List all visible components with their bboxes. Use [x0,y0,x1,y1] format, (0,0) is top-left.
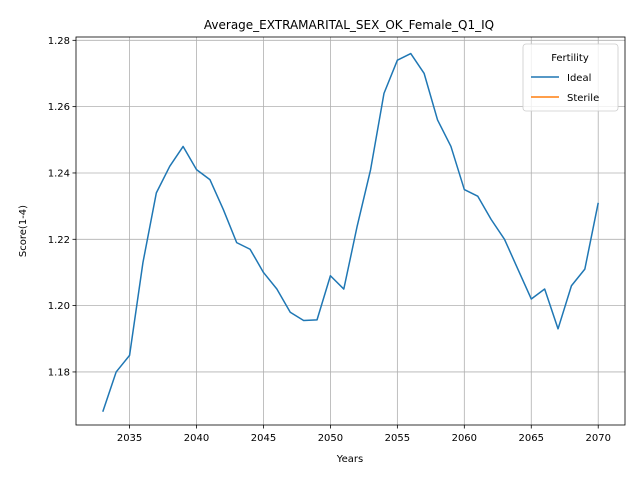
y-tick-label: 1.20 [48,301,70,312]
legend-label-sterile: Sterile [567,93,599,104]
y-tick-label: 1.28 [48,36,70,47]
x-tick-label: 2055 [385,433,410,444]
y-tick-label: 1.26 [48,102,70,113]
x-tick-label: 2045 [251,433,276,444]
legend-box [522,43,619,112]
legend-label-ideal: Ideal [567,73,591,84]
plot-frame [75,36,626,426]
y-tick-label: 1.24 [48,168,70,179]
x-axis-label: Years [336,454,363,465]
x-tick-label: 2035 [117,433,142,444]
x-axis: 2035 2040 2045 2050 2055 2060 2065 2070 [117,425,611,444]
y-tick-label: 1.18 [48,367,70,378]
x-tick-label: 2060 [452,433,477,444]
y-axis: 1.18 1.20 1.22 1.24 1.26 1.28 [48,36,76,378]
series-line-ideal [102,52,599,412]
y-axis-label: Score(1-4) [18,205,29,257]
y-tick-label: 1.22 [48,235,70,246]
legend-title: Fertility [551,53,589,64]
legend: Fertility Ideal Sterile [522,43,619,112]
x-tick-label: 2065 [519,433,544,444]
chart-title: Average_EXTRAMARITAL_SEX_OK_Female_Q1_IQ [204,18,494,32]
x-tick-label: 2070 [585,433,610,444]
series-layer [102,52,599,412]
x-tick-label: 2050 [318,433,343,444]
x-tick-label: 2040 [184,433,209,444]
